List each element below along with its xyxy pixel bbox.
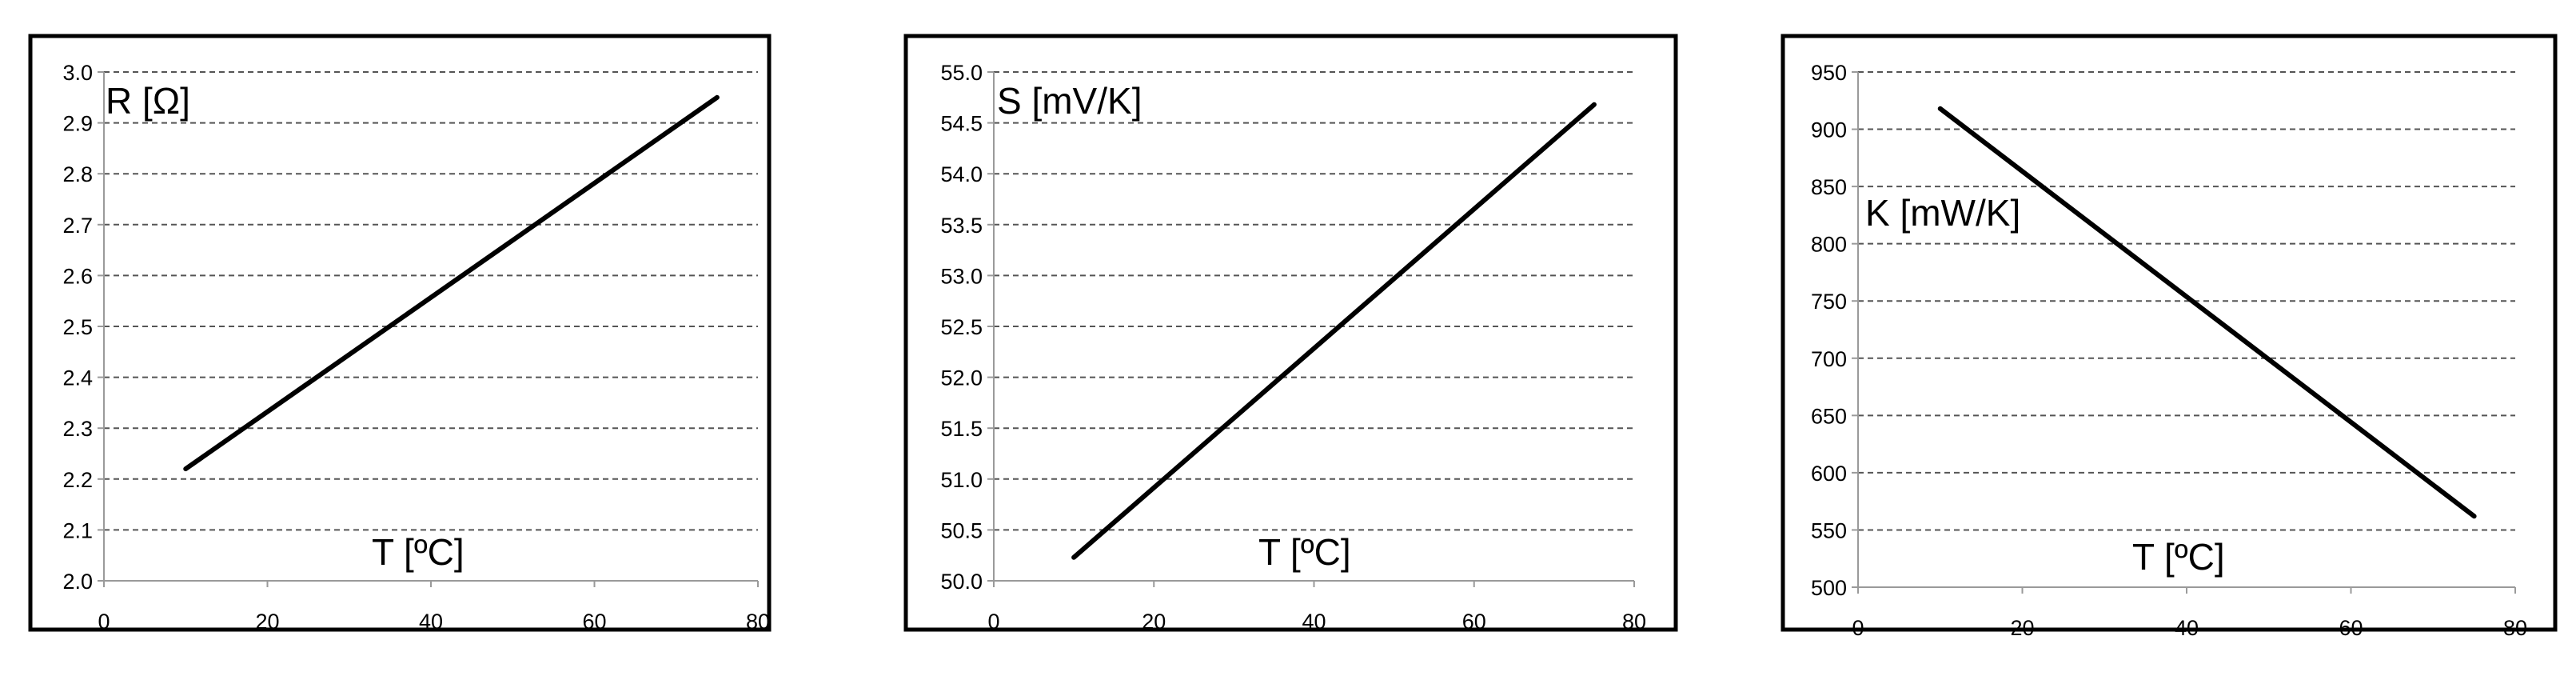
x-tick-label: 20 <box>2010 616 2034 640</box>
y-tick-label: 2.1 <box>62 518 93 542</box>
chart-panel-3: 500 550 600 650 700 750 800 850 900 950 0 20 40 60 80 K… <box>1780 34 2558 640</box>
y-tick-label: 700 <box>1811 347 1847 371</box>
x-tick-label: 40 <box>419 610 443 634</box>
y-tick-label: 53.5 <box>940 214 983 238</box>
x-tick-label: 20 <box>255 610 279 634</box>
x-tick-label: 80 <box>1622 610 1646 634</box>
y-tick-label: 2.2 <box>62 468 93 492</box>
x-axis-title: T [ºC] <box>1258 531 1351 573</box>
x-tick-label: 0 <box>98 610 110 634</box>
x-tick-label: 80 <box>2503 616 2527 640</box>
y-tick-label: 800 <box>1811 233 1847 257</box>
y-tick-label: 53.0 <box>940 264 983 288</box>
x-tick-label: 0 <box>987 610 999 634</box>
y-tick-label: 2.8 <box>62 162 93 186</box>
chart-panel-2: 50.0 50.5 51.0 51.5 52.0 52.5 53.0 53.5 54.0 54.5… <box>903 34 1678 634</box>
x-axis-title: T [ºC] <box>372 531 465 573</box>
y-tick-label: 2.3 <box>62 417 93 441</box>
y-tick-label: 900 <box>1811 118 1847 142</box>
y-tick-label: 600 <box>1811 462 1847 486</box>
x-tick-label: 60 <box>2339 616 2363 640</box>
y-tick-label: 750 <box>1811 290 1847 314</box>
x-tick-label: 40 <box>2175 616 2199 640</box>
x-tick-label: 60 <box>1462 610 1486 634</box>
y-axis-title: K [mW/K] <box>1865 192 2020 234</box>
x-tick-label: 40 <box>1302 610 1326 634</box>
y-tick-label: 51.5 <box>940 417 983 441</box>
x-axis-title: T [ºC] <box>2132 536 2225 578</box>
series-line <box>1071 102 1597 560</box>
y-tick-label: 52.0 <box>940 366 983 390</box>
y-tick-label: 2.9 <box>62 112 93 136</box>
y-axis-title: R [Ω] <box>106 80 190 122</box>
x-tick-label: 80 <box>746 610 770 634</box>
x-tick-label: 20 <box>1142 610 1166 634</box>
y-tick-label: 51.0 <box>940 468 983 492</box>
y-tick-label: 2.0 <box>62 570 93 594</box>
y-tick-label: 650 <box>1811 404 1847 428</box>
y-tick-label: 52.5 <box>940 315 983 339</box>
y-axis-title: S [mV/K] <box>997 80 1142 122</box>
y-tick-label: 550 <box>1811 518 1847 542</box>
y-tick-label: 50.5 <box>940 518 983 542</box>
y-tick-label: 950 <box>1811 61 1847 85</box>
y-tick-label: 54.0 <box>940 162 983 186</box>
y-tick-label: 3.0 <box>62 61 93 85</box>
chart-panel-1: 2.0 2.1 2.2 2.3 2.4 2.5 2.6 2.7 2.8 2.9 3.0 0 20 40 60… <box>28 34 772 634</box>
y-tick-label: 850 <box>1811 175 1847 199</box>
series-line <box>1937 106 2477 519</box>
y-tick-label: 500 <box>1811 576 1847 600</box>
x-tick-label: 0 <box>1852 616 1864 640</box>
y-tick-label: 2.6 <box>62 264 93 288</box>
y-tick-label: 2.5 <box>62 315 93 339</box>
x-tick-label: 60 <box>582 610 606 634</box>
y-tick-label: 55.0 <box>940 61 983 85</box>
y-tick-label: 50.0 <box>940 570 983 594</box>
y-tick-label: 2.4 <box>62 366 93 390</box>
series-line <box>183 94 720 472</box>
y-tick-label: 54.5 <box>940 112 983 136</box>
y-tick-label: 2.7 <box>62 214 93 238</box>
